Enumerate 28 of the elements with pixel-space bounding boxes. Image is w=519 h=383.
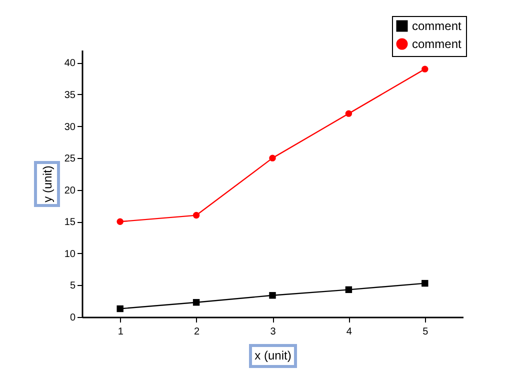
x-tick-label: 4 <box>346 326 352 338</box>
x-tick-label: 3 <box>270 326 276 338</box>
point <box>345 286 352 294</box>
x-axis-title: x (unit) <box>254 348 292 362</box>
y-tick-label: 10 <box>64 248 76 260</box>
x-tick-label: 5 <box>422 326 429 338</box>
point <box>192 212 200 219</box>
y-tick-label: 40 <box>64 58 76 70</box>
x-tick-label: 1 <box>118 326 124 338</box>
y-tick-label: 25 <box>64 154 76 165</box>
x-tick-label: 2 <box>194 326 200 338</box>
y-tick-label: 35 <box>64 90 76 101</box>
y-tick-label: 0 <box>70 312 76 324</box>
legend-label: comment <box>412 19 462 33</box>
point <box>422 66 428 72</box>
y-tick-label: 15 <box>64 217 76 228</box>
point <box>192 299 200 306</box>
y-tick-label: 30 <box>64 122 76 133</box>
legend-label: comment <box>412 37 462 51</box>
point <box>422 280 428 287</box>
y-tick-label: 5 <box>70 280 76 292</box>
y-tick-label: 20 <box>64 185 76 196</box>
point <box>116 218 124 225</box>
point <box>345 110 352 117</box>
point <box>269 154 276 162</box>
point <box>269 292 276 299</box>
y-axis-title: y (unit) <box>40 166 54 202</box>
point <box>116 305 124 312</box>
